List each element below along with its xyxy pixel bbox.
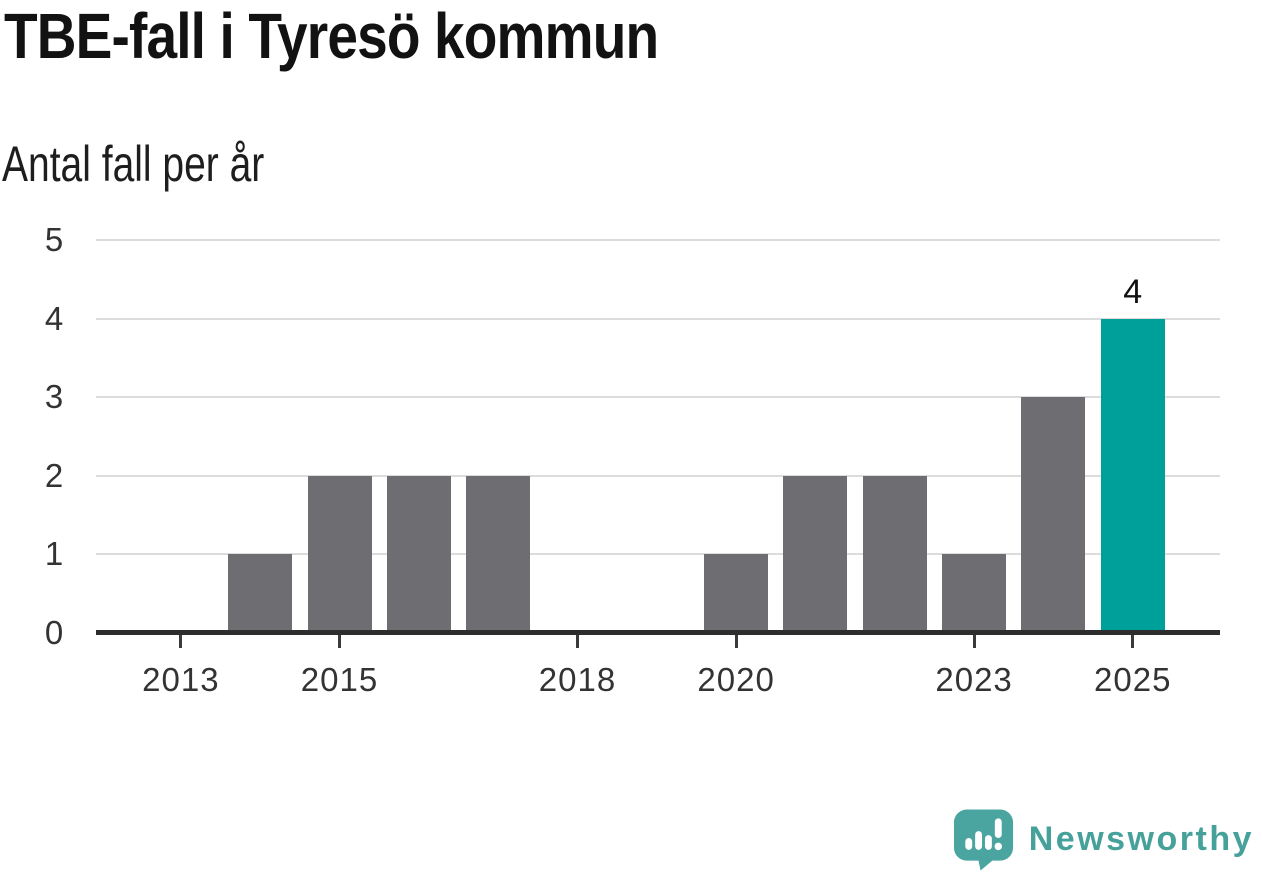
x-axis-label-2020: 2020: [697, 661, 775, 698]
newsworthy-logo-icon: [952, 807, 1015, 871]
chart-subtitle: Antal fall per år: [2, 136, 265, 192]
bar-2021: [783, 475, 848, 633]
bar-2023: [942, 554, 1007, 633]
bar-2025: [1100, 318, 1165, 633]
x-axis-label-2018: 2018: [538, 661, 617, 698]
gridline-y-2: [96, 474, 1220, 477]
y-axis-label-0: 0: [44, 614, 64, 651]
y-axis-label-3: 3: [44, 378, 64, 416]
bar-2015: [307, 475, 372, 633]
x-axis-tick-2023: [972, 635, 976, 648]
x-axis-tick-2020: [734, 635, 738, 648]
y-axis-label-5: 5: [44, 221, 64, 258]
bar-2020: [704, 554, 769, 633]
gridline-y-3: [96, 396, 1220, 399]
y-axis-label-4: 4: [44, 299, 64, 337]
chart-title: TBE-fall i Tyresö kommun: [4, 0, 659, 72]
x-axis-tick-2018: [575, 635, 579, 648]
bar-2024: [1021, 397, 1086, 633]
y-axis-label-2: 2: [44, 456, 64, 494]
bar-value-label-2025: 4: [1123, 272, 1143, 311]
y-axis-label-1: 1: [44, 535, 64, 573]
x-axis-label-2025: 2025: [1094, 661, 1172, 698]
x-axis-label-2015: 2015: [300, 661, 379, 698]
gridline-y-1: [96, 553, 1220, 556]
bar-2016: [386, 475, 451, 633]
newsworthy-logo[interactable]: Newsworthy: [952, 806, 1254, 872]
x-axis-tick-2015: [338, 635, 342, 648]
x-axis-label-2013: 2013: [142, 661, 220, 698]
bar-2017: [466, 475, 531, 633]
x-axis-line: [96, 630, 1220, 635]
newsworthy-wordmark: Newsworthy: [1028, 819, 1254, 858]
bar-2022: [862, 475, 927, 633]
gridline-y-4: [96, 317, 1220, 320]
x-axis-tick-2013: [179, 635, 183, 648]
gridline-y-5: [96, 239, 1220, 241]
x-axis-tick-2025: [1131, 635, 1135, 648]
x-axis-label-2023: 2023: [935, 661, 1013, 698]
bar-2014: [228, 554, 293, 633]
